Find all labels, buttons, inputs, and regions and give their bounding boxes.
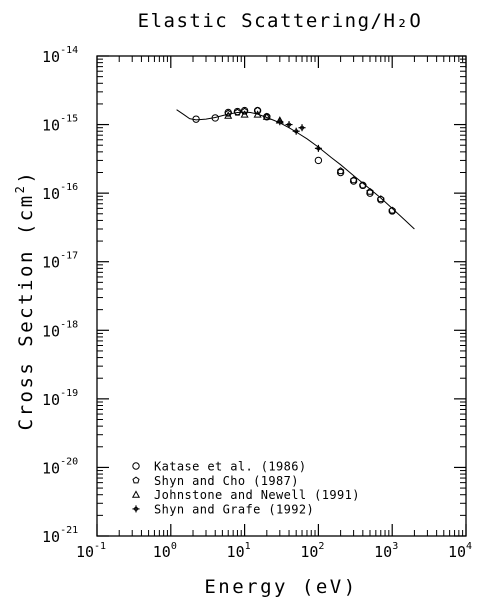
- y-tick-base: 10: [42, 254, 60, 272]
- data-point-circle: [314, 156, 323, 165]
- y-tick-label: 10-16: [42, 182, 78, 203]
- data-points: [192, 106, 396, 215]
- y-tick-base: 10: [42, 117, 60, 135]
- data-point-pentagon: [350, 176, 358, 184]
- data-point-triangle: [262, 112, 271, 120]
- data-point-plus: [314, 144, 322, 152]
- y-axis-label: Cross Section (cm2): [13, 170, 37, 431]
- y-tick-base: 10: [42, 48, 60, 66]
- x-tick-base: 10: [448, 543, 466, 561]
- x-tick-exponent: 3: [392, 541, 398, 552]
- legend-marker-plus: [132, 505, 140, 513]
- y-tick-base: 10: [42, 528, 60, 546]
- data-point-pentagon: [366, 187, 374, 195]
- data-point-pentagon: [388, 206, 396, 214]
- x-tick-label: 100: [153, 541, 177, 561]
- plot-frame: [96, 55, 467, 537]
- x-tick-exponent: -1: [94, 541, 106, 552]
- x-tick-exponent: 2: [318, 541, 324, 552]
- x-tick-label: 101: [227, 541, 251, 561]
- y-tick-label: 10-14: [42, 45, 78, 66]
- major-ticks: [96, 55, 467, 537]
- y-tick-base: 10: [42, 391, 60, 409]
- data-point-circle: [211, 114, 219, 122]
- legend-marker-circle: [132, 462, 140, 470]
- y-tick-label: 10-19: [42, 388, 78, 409]
- x-tick-base: 10: [153, 543, 171, 561]
- legend-label: Shyn and Cho (1987): [154, 474, 299, 488]
- y-axis-label-text: Cross Section (cm: [15, 193, 37, 430]
- y-tick-exponent: -15: [60, 114, 78, 125]
- y-axis-label-close: ): [15, 170, 37, 184]
- y-tick-exponent: -19: [60, 388, 78, 399]
- data-point-circle: [349, 177, 358, 185]
- data-point-plus: [276, 118, 284, 126]
- y-tick-exponent: -14: [60, 45, 78, 56]
- data-point-plus: [285, 121, 293, 129]
- x-tick-exponent: 4: [466, 541, 472, 552]
- y-tick-label: 10-18: [42, 319, 78, 340]
- data-point-pentagon: [254, 106, 262, 114]
- data-point-pentagon: [337, 167, 345, 175]
- x-tick-base: 10: [227, 543, 245, 561]
- data-point-triangle: [253, 110, 262, 118]
- data-point-pentagon: [241, 107, 249, 115]
- data-point-pentagon: [359, 181, 367, 189]
- y-tick-base: 10: [42, 322, 60, 340]
- data-point-pentagon: [377, 195, 385, 203]
- y-tick-label: 10-17: [42, 251, 78, 272]
- legend-marker-triangle: [131, 490, 141, 498]
- x-tick-label: 10-1: [76, 541, 106, 561]
- legend-marker-pentagon: [132, 476, 140, 484]
- x-tick-base: 10: [76, 543, 94, 561]
- x-tick-base: 10: [374, 543, 392, 561]
- data-point-pentagon: [233, 108, 242, 116]
- x-tick-exponent: 1: [245, 541, 251, 552]
- y-tick-exponent: -16: [60, 182, 78, 193]
- data-point-pentagon: [224, 109, 232, 117]
- legend: Katase et al. (1986)Shyn and Cho (1987)J…: [131, 460, 360, 516]
- data-point-plus: [292, 127, 300, 135]
- data-point-circle: [377, 196, 385, 204]
- data-point-circle: [192, 115, 200, 123]
- y-tick-base: 10: [42, 459, 60, 477]
- x-axis-label: Energy (eV): [204, 576, 357, 598]
- data-point-triangle: [240, 110, 249, 118]
- y-tick-exponent: -18: [60, 319, 78, 330]
- data-point-circle: [336, 168, 345, 177]
- fit-curve: [176, 109, 415, 230]
- x-tick-label: 102: [300, 541, 324, 561]
- y-tick-base: 10: [42, 185, 60, 203]
- x-tick-labels: 10-1 100 101 102 103 104: [76, 541, 472, 561]
- data-point-plus: [298, 124, 306, 132]
- y-tick-label: 10-15: [42, 114, 78, 135]
- y-tick-exponent: -17: [60, 251, 78, 262]
- data-point-circle: [366, 189, 374, 197]
- y-axis-label-exponent: 2: [13, 184, 27, 194]
- y-tick-exponent: -21: [60, 525, 78, 536]
- data-point-triangle: [224, 111, 233, 119]
- y-tick-exponent: -20: [60, 456, 78, 467]
- x-tick-exponent: 0: [171, 541, 177, 552]
- legend-label: Shyn and Grafe (1992): [154, 502, 314, 516]
- legend-label: Katase et al. (1986): [154, 460, 307, 474]
- legend-label: Johnstone and Newell (1991): [154, 488, 360, 502]
- chart-title: Elastic Scattering/H₂O: [138, 10, 423, 32]
- minor-ticks: [97, 56, 466, 536]
- x-tick-label: 103: [374, 541, 398, 561]
- x-tick-base: 10: [300, 543, 318, 561]
- y-tick-label: 10-21: [42, 525, 78, 546]
- y-tick-label: 10-20: [42, 456, 78, 477]
- x-tick-label: 104: [448, 541, 472, 561]
